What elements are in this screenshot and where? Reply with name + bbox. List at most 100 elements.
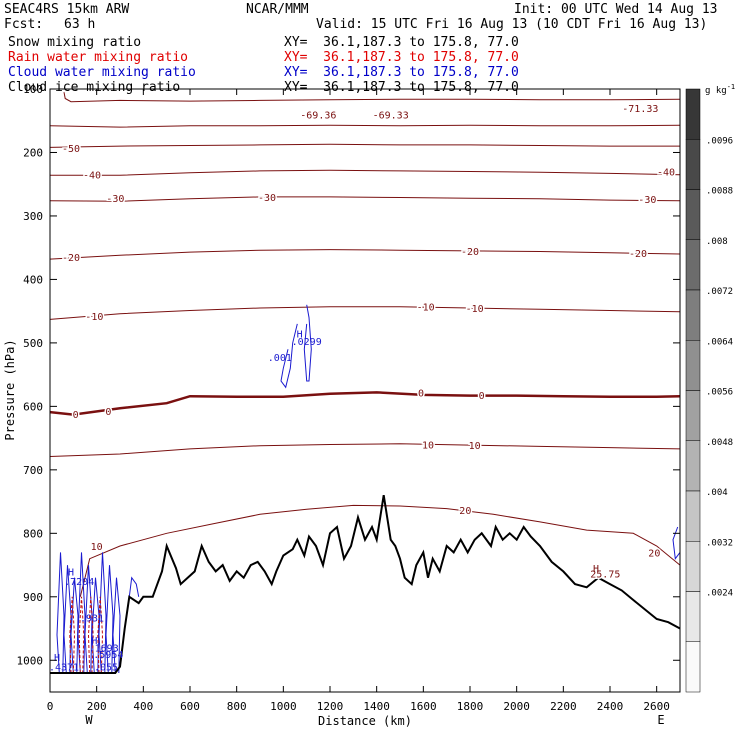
colorbar-step: [685, 440, 701, 492]
cloud-water-contour: [280, 323, 298, 389]
valid-time: Valid: 15 UTC Fri 16 Aug 13 (10 CDT Fri …: [316, 17, 708, 32]
fcst-value: 63 h: [64, 17, 96, 32]
east-label: E: [657, 713, 664, 727]
cloud-water-label: .0299: [292, 337, 322, 348]
temperature-label: 10: [469, 441, 481, 452]
cloud-water-label: .055: [94, 663, 118, 674]
cloud-water-label: .5954: [93, 650, 123, 661]
temperature-label: -20: [62, 253, 80, 264]
temperature-label: -71.33: [622, 104, 658, 115]
rain-contour: [97, 596, 104, 674]
cloud-water-label: H: [68, 567, 74, 578]
isotherm-m60: [50, 124, 680, 128]
cloud-water-label: H: [593, 564, 599, 575]
field-cloudwater-xy: XY= 36.1,187.3 to 175.8, 77.0: [284, 65, 519, 80]
x-tick-label: 1400: [363, 700, 390, 713]
colorbar-step: [685, 88, 701, 140]
field-rain: Rain water mixing ratio: [8, 50, 189, 65]
colorbar-step: [685, 390, 701, 441]
field-snow-xy: XY= 36.1,187.3 to 175.8, 77.0: [284, 35, 519, 50]
temperature-label: 10: [91, 542, 103, 553]
colorbar-step: [685, 239, 701, 291]
temperature-label: -10: [417, 303, 435, 314]
temperature-label: -10: [85, 312, 103, 323]
cloud-water-contour: [77, 552, 86, 674]
field-snow: Snow mixing ratio: [8, 35, 142, 50]
temperature-label: -40: [83, 171, 101, 182]
cloud-water-label: H: [54, 653, 60, 664]
colorbar-label: .0024: [706, 589, 733, 599]
cloud-water-label: H: [297, 329, 303, 340]
isotherm-20: [79, 504, 680, 597]
x-axis-label: Distance (km): [318, 714, 412, 728]
colorbar-step: [685, 340, 701, 391]
y-tick-label: 200: [23, 146, 43, 159]
colorbar-label: .0048: [706, 438, 733, 448]
cloud-water-contour: [303, 304, 312, 382]
x-tick-label: 2400: [597, 700, 624, 713]
y-tick-label: 600: [23, 400, 43, 413]
field-cloudwater: Cloud water mixing ratio: [8, 65, 196, 80]
temperature-label: -30: [258, 193, 276, 204]
temperature-label: -20: [461, 247, 479, 258]
y-tick-label: 100: [23, 83, 43, 96]
x-tick-label: 400: [133, 700, 153, 713]
temperature-label: 0: [418, 388, 424, 399]
y-tick-label: 400: [23, 273, 43, 286]
y-tick-label: 800: [23, 527, 43, 540]
x-tick-label: 800: [227, 700, 247, 713]
colorbar-step: [685, 289, 701, 341]
west-label: W: [85, 713, 93, 727]
colorbar-label: .0072: [706, 287, 733, 297]
field-cloudice: Cloud ice mixing ratio: [8, 80, 181, 95]
cloud-water-contour: [672, 526, 680, 561]
temperature-label: 20: [648, 548, 660, 559]
y-axis-label: Pressure (hPa): [3, 339, 17, 440]
rain-contour: [69, 596, 76, 674]
temperature-label: 20: [459, 506, 471, 517]
terrain-line: [50, 495, 680, 674]
y-tick-label: 900: [23, 591, 43, 604]
plot-frame: [49, 88, 681, 693]
isotherm-m30: [50, 196, 680, 202]
cloud-water-label: .1693: [89, 644, 119, 655]
isotherm-m20: [50, 249, 680, 260]
temperature-label: 25.75: [590, 569, 620, 580]
colorbar-label: .0096: [706, 136, 733, 146]
temperature-label: -20: [629, 249, 647, 260]
isotherm-m70: [63, 92, 680, 103]
colorbar: .0096 .0088 .008 .0072 .0064 .0056 .0048 .004 .0…: [685, 88, 733, 693]
cloud-water-contour: [112, 577, 121, 674]
org-label: NCAR/MMM: [246, 2, 309, 17]
colorbar-step: [685, 591, 701, 642]
isotherm-m10: [50, 306, 680, 320]
cloud-water-contour: [70, 577, 79, 674]
rain-contour: [78, 596, 85, 674]
x-tick-label: 2000: [503, 700, 530, 713]
cloud-water-label: .931: [80, 614, 104, 625]
init-time: Init: 00 UTC Wed 14 Aug 13: [514, 2, 718, 17]
isotherm-0: [50, 391, 680, 416]
x-tick-label: 2600: [643, 700, 670, 713]
temperature-label: -30: [638, 195, 656, 206]
temperature-label: 10: [422, 440, 434, 451]
field-cloudice-xy: XY= 36.1,187.3 to 175.8, 77.0: [284, 80, 519, 95]
x-tick-label: 200: [87, 700, 107, 713]
cloud-water-label: H: [91, 636, 97, 647]
rain-contour: [87, 596, 94, 674]
colorbar-step: [685, 189, 701, 240]
temperature-label: 0: [105, 407, 111, 418]
cloud-water-label: .001: [268, 353, 292, 364]
colorbar-unit: g kg-1: [705, 83, 735, 96]
colorbar-label: .0064: [706, 337, 733, 347]
x-tick-label: 600: [180, 700, 200, 713]
colorbar-label: .008: [706, 237, 728, 247]
colorbar-label: .0056: [706, 388, 733, 398]
temperature-label: -40: [657, 168, 675, 179]
y-tick-label: 1000: [17, 654, 44, 667]
temperature-label: -10: [466, 304, 484, 315]
isotherm-m50: [50, 143, 680, 148]
x-tick-label: 1000: [270, 700, 297, 713]
field-rain-xy: XY= 36.1,187.3 to 175.8, 77.0: [284, 50, 519, 65]
x-tick-label: 2200: [550, 700, 577, 713]
